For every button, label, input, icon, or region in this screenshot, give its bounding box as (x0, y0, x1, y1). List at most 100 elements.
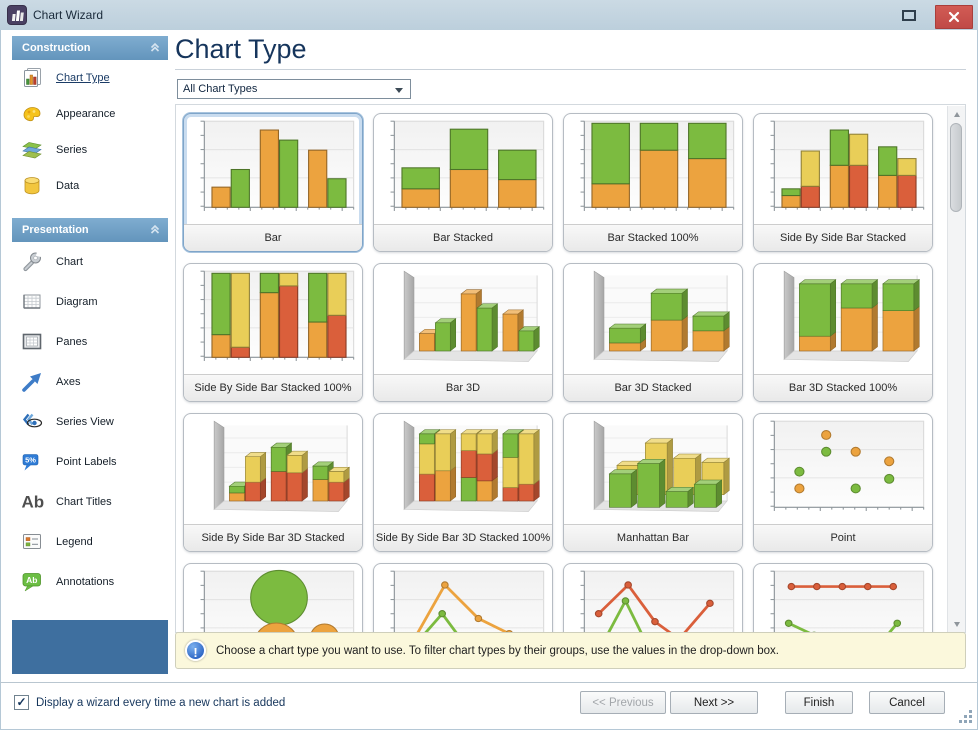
side-by-side-bar-stacked-thumbnail (758, 117, 928, 222)
chart-type-card-bar-stacked[interactable]: Bar Stacked (373, 113, 553, 252)
appearance-icon (20, 102, 46, 126)
chart-type-card-side-by-side-bar-3d-stacked[interactable]: Side By Side Bar 3D Stacked (183, 413, 363, 552)
chart-type-card[interactable] (183, 563, 363, 632)
sidebar-item-chart-type[interactable]: Chart Type (12, 60, 168, 96)
chart-type-card[interactable] (373, 563, 553, 632)
title-divider (175, 69, 966, 70)
sidebar-item-label: Annotations (56, 576, 115, 588)
card-label: Bar (184, 224, 362, 251)
bar-3d-stacked-100-thumbnail (758, 267, 928, 372)
chart-type-card-bar-3d[interactable]: Bar 3D (373, 263, 553, 402)
annotations-icon: Ab (20, 570, 46, 594)
side-by-side-bar-3d-stacked-100-thumbnail (378, 417, 548, 522)
point-thumbnail (758, 417, 928, 522)
chart-type-card-bar[interactable]: Bar (183, 113, 363, 252)
sidebar-item-chart[interactable]: Chart (12, 242, 168, 282)
sidebar-item-label: Series (56, 144, 88, 156)
chart-type-card-side-by-side-bar-stacked[interactable]: Side By Side Bar Stacked (753, 113, 933, 252)
card-label: Bar 3D Stacked 100% (754, 374, 932, 401)
sidebar-item-label: Series View (56, 416, 114, 428)
sidebar-item-appearance[interactable]: Appearance (12, 96, 168, 132)
chart-type-card-bar-3d-stacked-100[interactable]: Bar 3D Stacked 100% (753, 263, 933, 402)
sidebar-item-label: Legend (56, 536, 93, 548)
diagram-icon (20, 290, 46, 314)
chart-type-card-bar-stacked-100[interactable]: Bar Stacked 100% (563, 113, 743, 252)
chart-type-card-side-by-side-bar-3d-stacked-100[interactable]: Side By Side Bar 3D Stacked 100% (373, 413, 553, 552)
chart-thumbnail (188, 567, 358, 632)
sidebar-item-label: Appearance (56, 108, 116, 120)
chart-type-card-manhattan-bar[interactable]: Manhattan Bar (563, 413, 743, 552)
manhattan-bar-thumbnail (568, 417, 738, 522)
chart-titles-icon: Ab (20, 490, 46, 514)
info-text: Choose a chart type you want to use. To … (216, 644, 779, 657)
sidebar-item-label: Chart (56, 256, 83, 268)
triangle-up-icon (953, 111, 960, 117)
sidebar-item-point-labels[interactable]: 5% Point Labels (12, 442, 168, 482)
card-label: Bar 3D (374, 374, 552, 401)
bar-stacked-thumbnail (378, 117, 548, 222)
card-label: Side By Side Bar 3D Stacked (184, 524, 362, 551)
axes-icon (20, 370, 46, 394)
info-icon: ! (185, 640, 206, 661)
svg-text:5%: 5% (25, 456, 36, 465)
svg-text:Ab: Ab (22, 493, 45, 512)
maximize-button[interactable] (896, 6, 922, 25)
sidebar-item-data[interactable]: Data (12, 168, 168, 204)
bar-3d-stacked-thumbnail (568, 267, 738, 372)
next-button[interactable]: Next >> (670, 691, 758, 714)
group-label: Construction (22, 42, 91, 54)
scrollbar-thumb[interactable] (950, 123, 962, 212)
previous-button[interactable]: << Previous (580, 691, 666, 714)
sidebar-item-legend[interactable]: Legend (12, 522, 168, 562)
series-view-icon (20, 410, 46, 434)
chart-type-card[interactable] (753, 563, 933, 632)
chart-type-card[interactable] (563, 563, 743, 632)
cancel-button[interactable]: Cancel (869, 691, 945, 714)
sidebar-group-presentation[interactable]: Presentation (12, 218, 168, 242)
scrollbar-down-button[interactable] (948, 616, 965, 632)
chart-type-list: Bar Bar Stacked Bar Stacked 100% Side By Si… (175, 104, 966, 633)
display-wizard-checkbox[interactable]: ✓ Display a wizard every time a new char… (14, 695, 285, 710)
close-icon (948, 11, 960, 23)
app-icon (7, 5, 27, 25)
sidebar-item-chart-titles[interactable]: Ab Chart Titles (12, 482, 168, 522)
sidebar-item-label: Point Labels (56, 456, 117, 468)
card-label: Bar Stacked (374, 224, 552, 251)
sidebar-item-label: Chart Type (56, 72, 110, 84)
bar-3d-thumbnail (378, 267, 548, 372)
titlebar[interactable]: Chart Wizard (0, 0, 978, 30)
sidebar-item-series[interactable]: Series (12, 132, 168, 168)
finish-button[interactable]: Finish (785, 691, 853, 714)
chart-type-card-side-by-side-bar-stacked-100[interactable]: Side By Side Bar Stacked 100% (183, 263, 363, 402)
bar-stacked-100-thumbnail (568, 117, 738, 222)
chart-type-card-point[interactable]: Point (753, 413, 933, 552)
scrollbar[interactable] (947, 106, 965, 632)
sidebar-item-label: Chart Titles (56, 496, 112, 508)
footer-divider (0, 682, 978, 683)
chart-group-filter-dropdown[interactable]: All Chart Types (177, 79, 411, 99)
page-title: Chart Type (175, 34, 307, 64)
collapse-icon (148, 40, 162, 57)
close-button[interactable] (935, 5, 973, 29)
sidebar-item-axes[interactable]: Axes (12, 362, 168, 402)
checkbox-label: Display a wizard every time a new chart … (36, 696, 286, 709)
chart-thumbnail (378, 567, 548, 632)
window-title: Chart Wizard (33, 8, 104, 22)
sidebar-item-series-view[interactable]: Series View (12, 402, 168, 442)
sidebar-group-construction[interactable]: Construction (12, 36, 168, 60)
scrollbar-up-button[interactable] (948, 106, 965, 122)
svg-text:Ab: Ab (26, 575, 37, 585)
card-label: Side By Side Bar Stacked 100% (184, 374, 362, 401)
panes-icon (20, 330, 46, 354)
sidebar-item-label: Data (56, 180, 80, 192)
sidebar-item-panes[interactable]: Panes (12, 322, 168, 362)
sidebar-item-diagram[interactable]: Diagram (12, 282, 168, 322)
card-label: Side By Side Bar 3D Stacked 100% (374, 524, 552, 551)
sidebar-item-annotations[interactable]: Ab Annotations (12, 562, 168, 602)
resize-grip[interactable] (958, 709, 973, 724)
side-by-side-bar-3d-stacked-thumbnail (188, 417, 358, 522)
chevron-down-icon (395, 88, 403, 93)
chart-type-card-bar-3d-stacked[interactable]: Bar 3D Stacked (563, 263, 743, 402)
collapse-icon (148, 222, 162, 239)
